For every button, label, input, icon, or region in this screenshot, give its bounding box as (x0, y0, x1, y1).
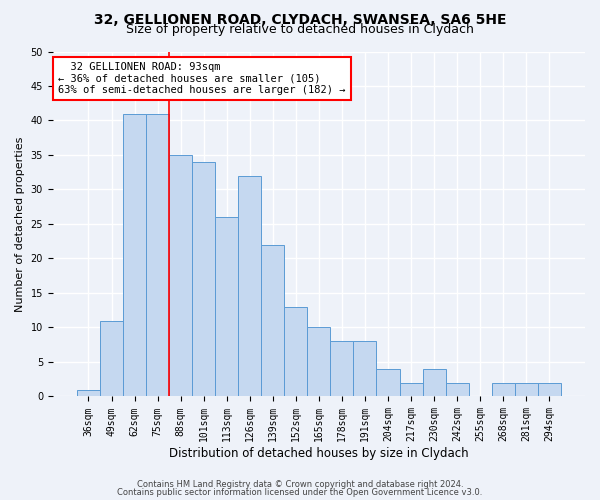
Bar (446, 382, 469, 396)
Bar (100, 320, 123, 396)
Bar (538, 382, 561, 396)
Y-axis label: Number of detached properties: Number of detached properties (15, 136, 25, 312)
Bar (169, 155, 192, 396)
Bar (284, 307, 307, 396)
Text: Size of property relative to detached houses in Clydach: Size of property relative to detached ho… (126, 22, 474, 36)
Bar (491, 382, 515, 396)
Bar (515, 382, 538, 396)
Bar (422, 369, 446, 396)
Text: 32 GELLIONEN ROAD: 93sqm
← 36% of detached houses are smaller (105)
63% of semi-: 32 GELLIONEN ROAD: 93sqm ← 36% of detach… (58, 62, 346, 95)
Bar (353, 342, 376, 396)
Text: Contains public sector information licensed under the Open Government Licence v3: Contains public sector information licen… (118, 488, 482, 497)
X-axis label: Distribution of detached houses by size in Clydach: Distribution of detached houses by size … (169, 447, 469, 460)
Bar (376, 369, 400, 396)
Bar (215, 217, 238, 396)
Bar (400, 382, 422, 396)
Bar (307, 328, 331, 396)
Bar (123, 114, 146, 397)
Bar (331, 342, 353, 396)
Bar (77, 390, 100, 396)
Bar (146, 114, 169, 397)
Bar (261, 244, 284, 396)
Text: 32, GELLIONEN ROAD, CLYDACH, SWANSEA, SA6 5HE: 32, GELLIONEN ROAD, CLYDACH, SWANSEA, SA… (94, 12, 506, 26)
Bar (238, 176, 261, 396)
Bar (192, 162, 215, 396)
Text: Contains HM Land Registry data © Crown copyright and database right 2024.: Contains HM Land Registry data © Crown c… (137, 480, 463, 489)
